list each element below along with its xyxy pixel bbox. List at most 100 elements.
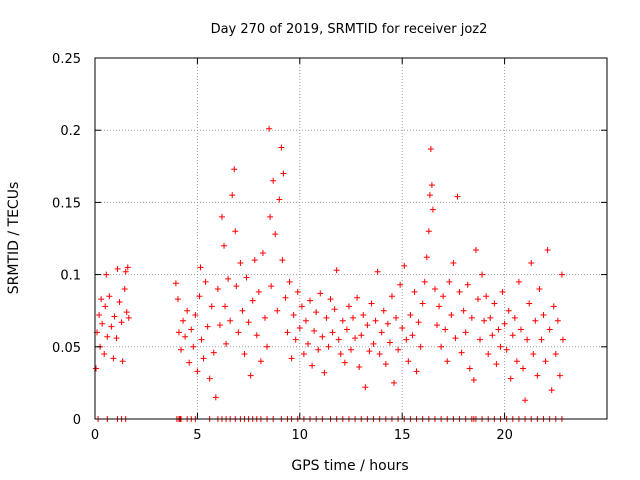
data-point <box>438 343 445 350</box>
data-point <box>321 369 328 376</box>
data-point <box>421 278 428 285</box>
data-point <box>466 365 473 372</box>
data-point <box>278 144 285 151</box>
y-tick-label: 0.25 <box>52 52 81 67</box>
data-point <box>509 332 516 339</box>
data-point <box>304 340 311 347</box>
data-point <box>376 351 383 358</box>
data-point <box>198 336 205 343</box>
data-point <box>190 343 197 350</box>
grid-lines <box>95 58 607 419</box>
data-point <box>290 312 297 319</box>
data-point <box>294 288 301 295</box>
data-point <box>559 336 566 343</box>
data-point <box>116 299 123 306</box>
data-point <box>552 351 559 358</box>
x-tick-label: 15 <box>394 428 411 443</box>
data-point <box>282 294 289 301</box>
data-point <box>382 361 389 368</box>
data-point <box>280 170 287 177</box>
data-point <box>208 303 215 310</box>
data-point <box>536 286 543 293</box>
data-point <box>495 326 502 333</box>
data-point <box>341 359 348 366</box>
data-point <box>538 336 545 343</box>
data-point <box>479 271 486 278</box>
data-point <box>186 359 193 366</box>
data-point <box>241 351 248 358</box>
data-point <box>264 343 271 350</box>
data-point <box>329 329 336 336</box>
data-point <box>307 297 314 304</box>
data-point <box>317 290 324 297</box>
data-point <box>232 228 239 235</box>
data-point <box>227 317 234 324</box>
data-point <box>313 309 320 316</box>
data-point <box>182 333 189 340</box>
data-point <box>194 368 201 375</box>
data-point <box>202 278 209 285</box>
data-point <box>374 268 381 275</box>
data-point <box>327 296 334 303</box>
y-axis-label: SRMTID / TECUs <box>6 182 22 295</box>
data-point <box>235 329 242 336</box>
data-point <box>426 192 433 199</box>
data-point <box>335 336 342 343</box>
data-point <box>517 326 524 333</box>
data-point <box>497 343 504 350</box>
data-point <box>104 333 111 340</box>
data-point <box>284 329 291 336</box>
data-point <box>528 260 535 267</box>
data-point <box>397 281 404 288</box>
data-point <box>524 336 531 343</box>
data-point <box>184 307 191 314</box>
data-point <box>362 384 369 391</box>
data-point <box>352 335 359 342</box>
data-points <box>93 125 566 404</box>
data-point <box>393 314 400 321</box>
data-point <box>477 336 484 343</box>
data-point <box>462 329 469 336</box>
chart-title: Day 270 of 2019, SRMTID for receiver joz… <box>211 22 488 37</box>
data-point <box>113 335 120 342</box>
data-point <box>501 320 508 327</box>
data-point <box>548 387 555 394</box>
x-tick-label: 0 <box>91 428 99 443</box>
data-point <box>206 375 213 382</box>
data-point <box>505 307 512 314</box>
data-point <box>417 343 424 350</box>
data-point <box>534 372 541 379</box>
data-point <box>515 278 522 285</box>
data-point <box>96 312 103 319</box>
data-point <box>103 271 110 278</box>
data-point <box>444 358 451 365</box>
data-point <box>550 303 557 310</box>
data-point <box>411 288 418 295</box>
data-point <box>491 300 498 307</box>
data-point <box>319 333 326 340</box>
data-point <box>511 314 518 321</box>
data-point <box>388 293 395 300</box>
data-point <box>413 368 420 375</box>
data-point <box>405 358 412 365</box>
data-point <box>339 317 346 324</box>
data-point <box>98 296 105 303</box>
data-point <box>458 349 465 356</box>
data-point <box>279 257 286 264</box>
data-point <box>384 320 391 327</box>
x-tick-label: 10 <box>292 428 309 443</box>
data-point <box>450 260 457 267</box>
data-point <box>216 322 223 329</box>
data-point <box>272 231 279 238</box>
data-point <box>526 300 533 307</box>
data-point <box>122 268 129 275</box>
data-point <box>429 206 436 213</box>
y-tick-label: 0.05 <box>52 341 81 356</box>
data-point <box>225 275 232 282</box>
data-point <box>448 312 455 319</box>
data-point <box>474 296 481 303</box>
data-point <box>106 293 113 300</box>
data-point <box>231 166 238 173</box>
data-point <box>520 365 527 372</box>
plot-frame <box>94 57 608 420</box>
